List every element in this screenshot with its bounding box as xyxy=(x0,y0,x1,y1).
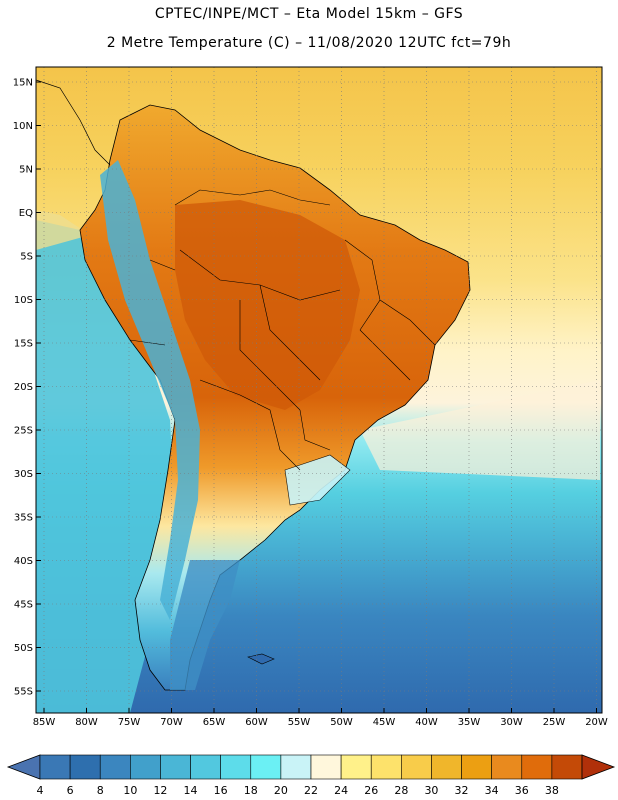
colorbar-label: 12 xyxy=(153,784,168,797)
lat-label: 10S xyxy=(14,295,33,306)
colorbar-label: 10 xyxy=(123,784,138,797)
lat-label: 10N xyxy=(13,121,33,132)
lat-label: 40S xyxy=(14,556,33,567)
colorbar-swatch xyxy=(130,754,161,780)
colorbar-label: 34 xyxy=(484,784,499,797)
lat-label: 30S xyxy=(14,469,33,480)
lon-label: 25W xyxy=(543,717,566,728)
hot-interior-region xyxy=(175,200,360,410)
lat-label: 25S xyxy=(14,426,33,437)
lon-label: 40W xyxy=(415,717,438,728)
latitude-axis: 15N 10N 5N EQ 5S 10S 15S 20S 25S 30S 35S 40S 45S 50S 5… xyxy=(13,78,41,698)
colorbar-swatch xyxy=(99,754,131,780)
lon-label: 50W xyxy=(330,717,353,728)
andes-cool-strip xyxy=(100,160,200,620)
colorbar-label: 4 xyxy=(36,784,44,797)
colorbar-swatch xyxy=(401,754,432,780)
lat-label: 45S xyxy=(14,600,33,611)
colorbar-swatch xyxy=(250,754,282,780)
colorbar xyxy=(6,754,616,780)
colorbar-swatch xyxy=(340,754,372,780)
lat-label: 20S xyxy=(14,382,33,393)
lat-label: 5N xyxy=(19,165,33,176)
map-frame xyxy=(35,66,603,714)
colorbar-label: 14 xyxy=(183,784,198,797)
colorbar-label: 22 xyxy=(304,784,318,797)
map-subtitle: 2 Metre Temperature (C) – 11/08/2020 12U… xyxy=(106,35,512,51)
colorbar-swatch xyxy=(461,754,492,780)
lon-label: 75W xyxy=(118,717,141,728)
lat-label: 35S xyxy=(14,513,33,524)
lon-label: 55W xyxy=(288,717,311,728)
colorbar-swatch xyxy=(370,754,402,780)
colorbar-label: 16 xyxy=(213,784,228,797)
colorbar-label: 24 xyxy=(334,784,349,797)
colorbar-swatch xyxy=(551,754,583,780)
colorbar-label: 18 xyxy=(243,784,258,797)
lon-label: 45W xyxy=(373,717,396,728)
colorbar-swatch xyxy=(431,754,462,780)
colorbar-label: 28 xyxy=(394,784,409,797)
colorbar-swatch xyxy=(39,754,71,780)
lat-label: 15S xyxy=(14,339,33,350)
lon-label: 60W xyxy=(245,717,268,728)
lon-label: 80W xyxy=(75,717,98,728)
colorbar-swatch xyxy=(521,754,553,780)
colorbar-under-arrow xyxy=(6,754,41,780)
colorbar-swatch xyxy=(69,754,101,780)
lat-label: 15N xyxy=(13,78,33,89)
longitude-axis: 85W 80W 75W 70W 65W 60W 55W 50W 45W 40W 35W 30W 25W 2… xyxy=(33,708,608,728)
colorbar-swatch xyxy=(310,754,342,780)
lon-label: 30W xyxy=(500,717,523,728)
country-borders xyxy=(129,189,436,471)
map-title: CPTEC/INPE/MCT – Eta Model 15km – GFS xyxy=(154,6,464,22)
colorbar-over-arrow xyxy=(581,754,616,780)
colorbar-swatch xyxy=(280,754,312,780)
lat-label: 5S xyxy=(20,252,33,263)
colorbar-swatch xyxy=(190,754,221,780)
colorbar-label: 30 xyxy=(424,784,439,797)
colorbar-swatch xyxy=(491,754,523,780)
colorbar-swatch xyxy=(220,754,252,780)
lon-label: 20W xyxy=(585,717,608,728)
colorbar-label: 32 xyxy=(454,784,469,797)
colorbar-label: 38 xyxy=(544,784,559,797)
lon-label: 35W xyxy=(458,717,481,728)
lat-label: 55S xyxy=(14,687,33,698)
lon-label: 65W xyxy=(203,717,226,728)
colorbar-label: 20 xyxy=(273,784,288,797)
colorbar-label: 36 xyxy=(514,784,529,797)
colorbar-label: 6 xyxy=(66,784,74,797)
colorbar-label: 26 xyxy=(364,784,379,797)
colorbar-swatch xyxy=(160,754,191,780)
lat-label: EQ xyxy=(19,208,33,219)
colorbar-label: 8 xyxy=(96,784,104,797)
lon-label: 70W xyxy=(160,717,183,728)
lat-label: 50S xyxy=(14,643,33,654)
lon-label: 85W xyxy=(33,717,56,728)
